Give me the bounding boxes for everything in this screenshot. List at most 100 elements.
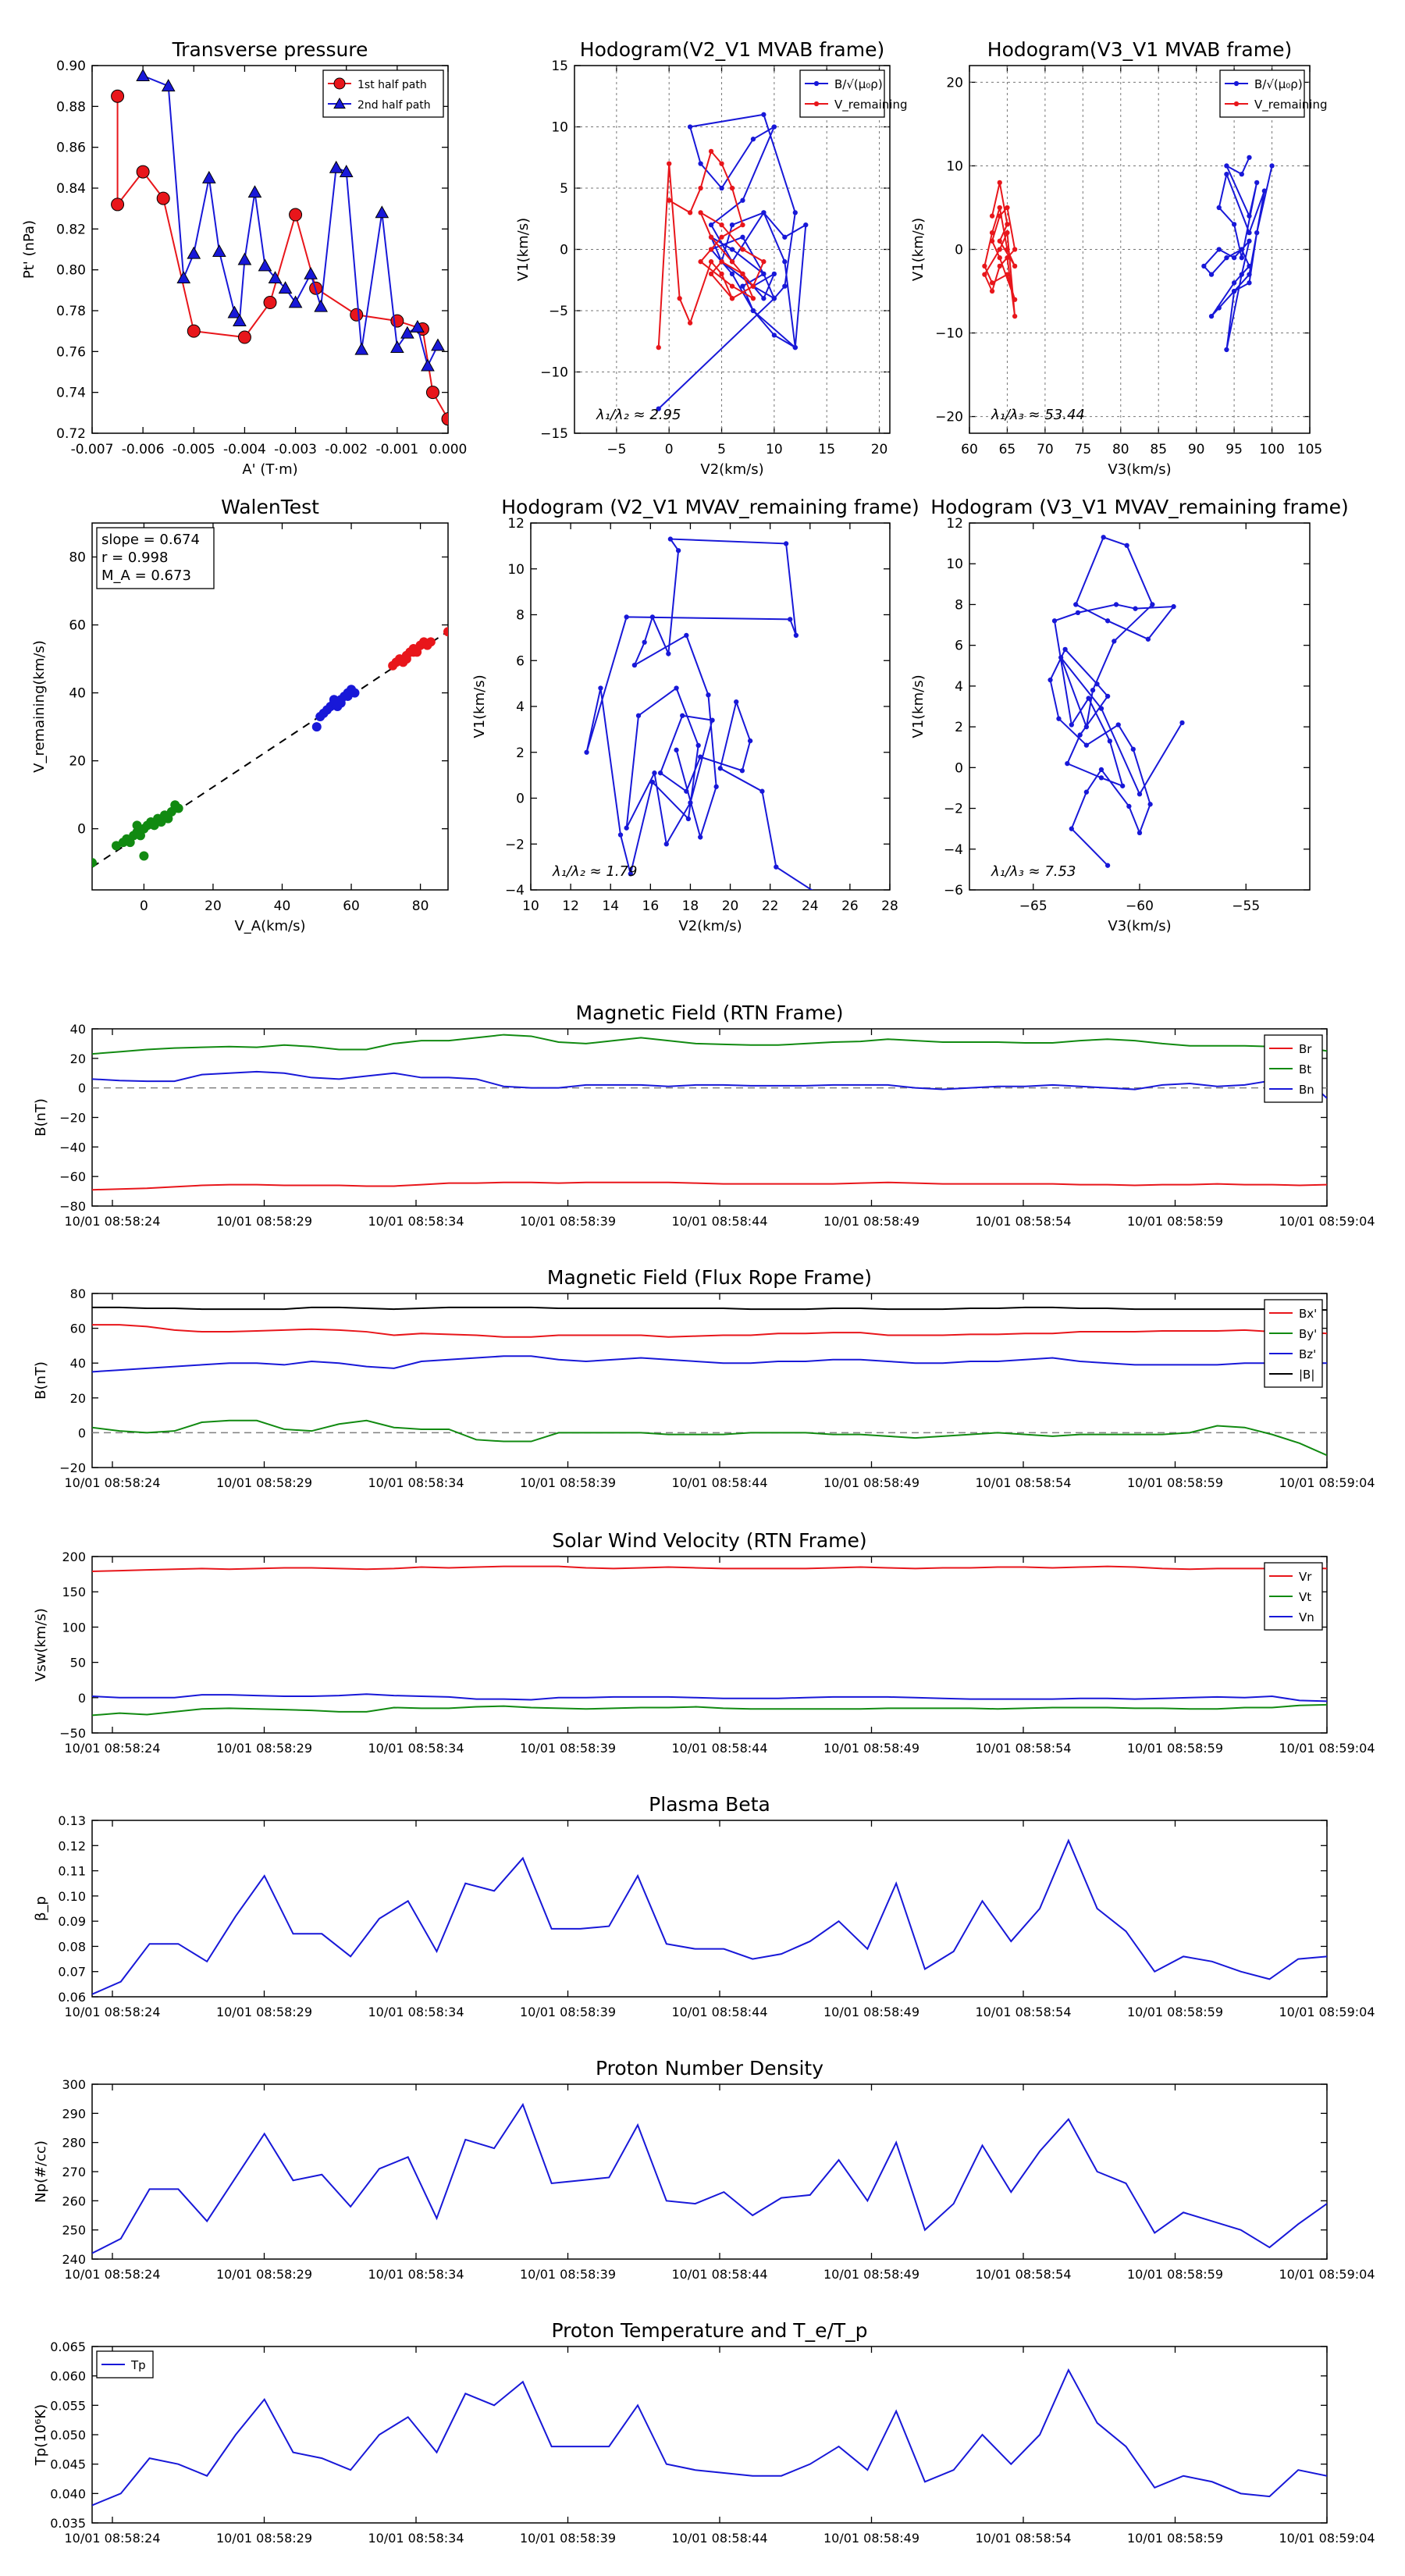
data-point: [761, 112, 767, 117]
data-point: [289, 208, 303, 222]
axes-frame: [91, 1556, 1328, 1734]
y-tick-label: 0.80: [56, 263, 86, 279]
x-tick-label: 10/01 08:58:24: [64, 2267, 160, 2282]
legend-box: [1219, 69, 1305, 118]
data-point: [1179, 720, 1185, 726]
y-tick-label: 0.055: [50, 2398, 86, 2413]
y-tick-label: 0: [78, 1081, 86, 1096]
plot-area: [656, 112, 809, 411]
data-point: [624, 825, 629, 831]
data-point: [201, 170, 216, 183]
x-tick-label: 0: [665, 442, 674, 457]
eigen-ratio: λ₁/λ₂ ≈ 1.79: [552, 863, 637, 880]
data-point: [1098, 775, 1104, 781]
x-tick-label: -0.004: [223, 442, 266, 457]
x-tick-label: 10/01 08:58:44: [671, 1214, 767, 1229]
data-point: [390, 314, 404, 328]
axes-frame: [91, 65, 449, 434]
series-line-2nd half path: [142, 75, 439, 368]
data-point: [176, 271, 191, 284]
data-point: [719, 259, 724, 265]
y-tick-label: 150: [62, 1585, 86, 1599]
y-tick-label: −80: [59, 1199, 86, 1214]
plot-area: [92, 1034, 1327, 1191]
data-point: [708, 271, 714, 277]
data-point: [339, 165, 354, 177]
y-tick-label: 6: [955, 639, 963, 654]
y-axis-label: Tp(10⁶K): [33, 2404, 49, 2466]
y-tick-label: 0.035: [50, 2516, 86, 2531]
legend-box: [1264, 1299, 1323, 1388]
data-point: [1171, 603, 1176, 610]
data-point: [747, 738, 753, 744]
series-line-B/√(μ₀ρ): [1203, 157, 1273, 350]
x-tick-label: 10/01 08:58:54: [975, 1214, 1071, 1229]
data-point: [729, 283, 735, 289]
y-tick-label: 0.040: [50, 2486, 86, 2501]
data-point: [771, 124, 777, 130]
data-point: [687, 124, 693, 130]
data-point: [139, 851, 149, 861]
data-point: [675, 548, 681, 553]
data-point: [1120, 783, 1126, 788]
x-tick-label: 10/01 08:58:34: [368, 2267, 464, 2282]
data-point: [136, 69, 150, 81]
x-tick-label: −60: [1126, 898, 1154, 914]
data-point: [401, 654, 411, 664]
data-point: [624, 614, 629, 620]
y-tick-label: 12: [507, 516, 525, 532]
data-point: [708, 259, 714, 265]
data-point: [793, 632, 799, 639]
x-tick-label: 10/01 08:58:24: [64, 1741, 160, 1756]
data-point: [685, 816, 692, 822]
chart-c1: Transverse pressure 0.72 0.74 0.76 0.78 0.80 0…: [21, 38, 467, 478]
x-tick-label: 10/01 08:58:54: [975, 2005, 1071, 2019]
data-point: [1104, 618, 1111, 624]
data-point: [333, 77, 346, 90]
chart-t1: Magnetic Field (RTN Frame) −80 −60 −40 −20 0 2…: [33, 1002, 1375, 1229]
data-point: [1216, 247, 1222, 252]
data-point: [1269, 163, 1275, 169]
plot-area: [584, 536, 813, 890]
axes-frame: [91, 1293, 1328, 1468]
data-point: [443, 627, 448, 637]
data-point: [1247, 263, 1252, 269]
data-point: [708, 247, 714, 252]
data-point: [997, 238, 1002, 244]
data-point: [1231, 280, 1237, 286]
data-point: [761, 210, 767, 215]
chart-t5: Proton Number Density 240 250 260 270 280 290 3…: [33, 2057, 1375, 2282]
data-point: [719, 271, 724, 277]
legend-label: Vn: [1299, 1610, 1314, 1624]
y-tick-label: 0.84: [56, 181, 86, 197]
data-point: [771, 271, 777, 277]
x-axis-label: V2(km/s): [678, 918, 742, 934]
y-tick-label: −10: [540, 365, 568, 381]
data-point: [656, 406, 661, 411]
data-point: [431, 338, 445, 351]
eigen-ratio: λ₁/λ₃ ≈ 7.53: [991, 863, 1076, 880]
legend-label: Vt: [1299, 1590, 1311, 1604]
axes-frame: [91, 1028, 1328, 1207]
data-point: [227, 305, 242, 318]
y-tick-label: 240: [62, 2252, 86, 2267]
data-point: [1062, 646, 1068, 653]
x-tick-label: 10/01 08:58:24: [64, 1214, 160, 1229]
series-line-By': [92, 1419, 1327, 1457]
data-point: [989, 213, 995, 219]
data-point: [698, 754, 703, 760]
chart-title: Proton Number Density: [596, 2057, 823, 2080]
data-point: [750, 137, 756, 142]
y-tick-label: 0: [78, 1691, 86, 1706]
series-line-B/√(μ₀ρ): [658, 113, 807, 410]
chart-title: Hodogram (V2_V1 MVAV_remaining frame): [501, 496, 919, 518]
x-tick-label: 10/01 08:58:59: [1127, 2005, 1223, 2019]
data-point: [336, 698, 346, 708]
y-tick-label: −4: [944, 842, 963, 858]
data-point: [989, 229, 995, 236]
series-line-Vt: [92, 1703, 1327, 1717]
data-point: [1098, 706, 1104, 711]
x-tick-label: 10/01 08:58:59: [1127, 1214, 1223, 1229]
x-tick-label: -0.002: [325, 442, 368, 457]
